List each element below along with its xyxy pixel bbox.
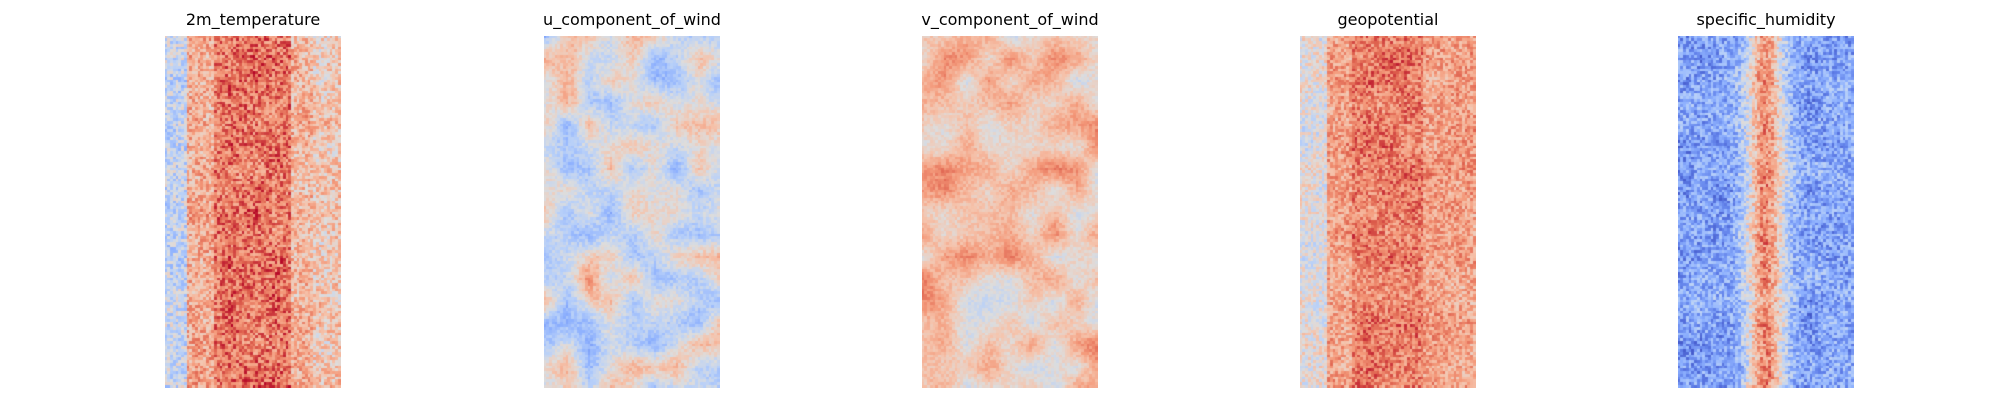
heatmap-2m-temperature xyxy=(165,36,341,388)
panel-title: u_component_of_wind xyxy=(543,10,721,29)
panel-geopotential: geopotential xyxy=(1300,0,1476,400)
panel-2m-temperature: 2m_temperature xyxy=(165,0,341,400)
panel-title: specific_humidity xyxy=(1696,10,1836,29)
panel-u-component-of-wind: u_component_of_wind xyxy=(543,0,721,400)
heatmap-v-component-of-wind xyxy=(922,36,1098,388)
panel-title: 2m_temperature xyxy=(185,10,321,29)
heatmap-geopotential xyxy=(1300,36,1476,388)
panel-specific-humidity: specific_humidity xyxy=(1678,0,1854,400)
panel-title: v_component_of_wind xyxy=(921,10,1099,29)
panel-v-component-of-wind: v_component_of_wind xyxy=(921,0,1099,400)
heatmap-u-component-of-wind xyxy=(544,36,720,388)
heatmap-specific-humidity xyxy=(1678,36,1854,388)
panel-title: geopotential xyxy=(1337,10,1439,29)
